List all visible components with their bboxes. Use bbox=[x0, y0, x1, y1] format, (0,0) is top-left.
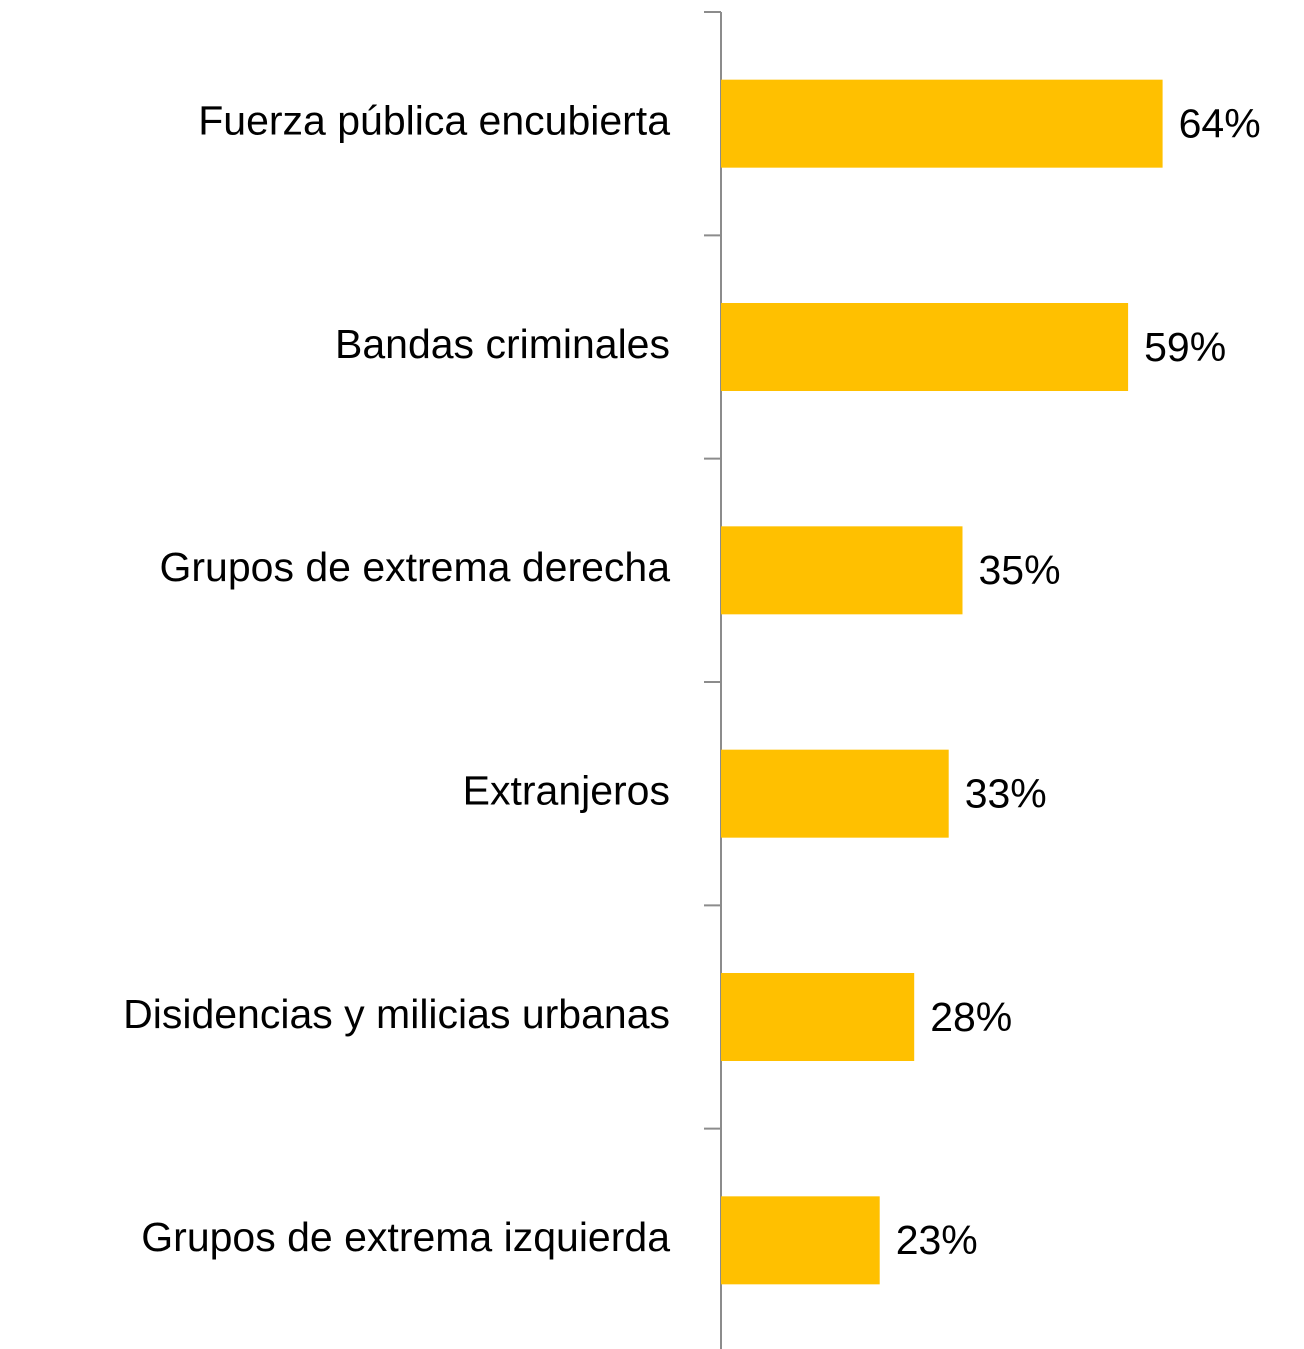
category-label: Fuerza pública encubierta bbox=[198, 97, 670, 143]
category-label: Grupos de extrema derecha bbox=[160, 544, 671, 590]
bar bbox=[721, 749, 949, 838]
data-label: 33% bbox=[965, 770, 1047, 816]
category-label: Bandas criminales bbox=[335, 321, 670, 367]
bar bbox=[721, 973, 915, 1061]
bar bbox=[721, 303, 1129, 391]
data-label: 64% bbox=[1179, 100, 1261, 146]
bar bbox=[721, 1196, 880, 1285]
data-label: 35% bbox=[979, 547, 1061, 593]
data-label: 28% bbox=[930, 994, 1012, 1040]
bar bbox=[721, 79, 1163, 168]
data-label: 59% bbox=[1144, 324, 1226, 370]
data-label: 23% bbox=[896, 1217, 978, 1263]
category-label: Extranjeros bbox=[463, 767, 670, 813]
category-label: Grupos de extrema izquierda bbox=[141, 1214, 670, 1260]
category-label: Disidencias y milicias urbanas bbox=[123, 991, 670, 1037]
bar bbox=[721, 526, 963, 615]
